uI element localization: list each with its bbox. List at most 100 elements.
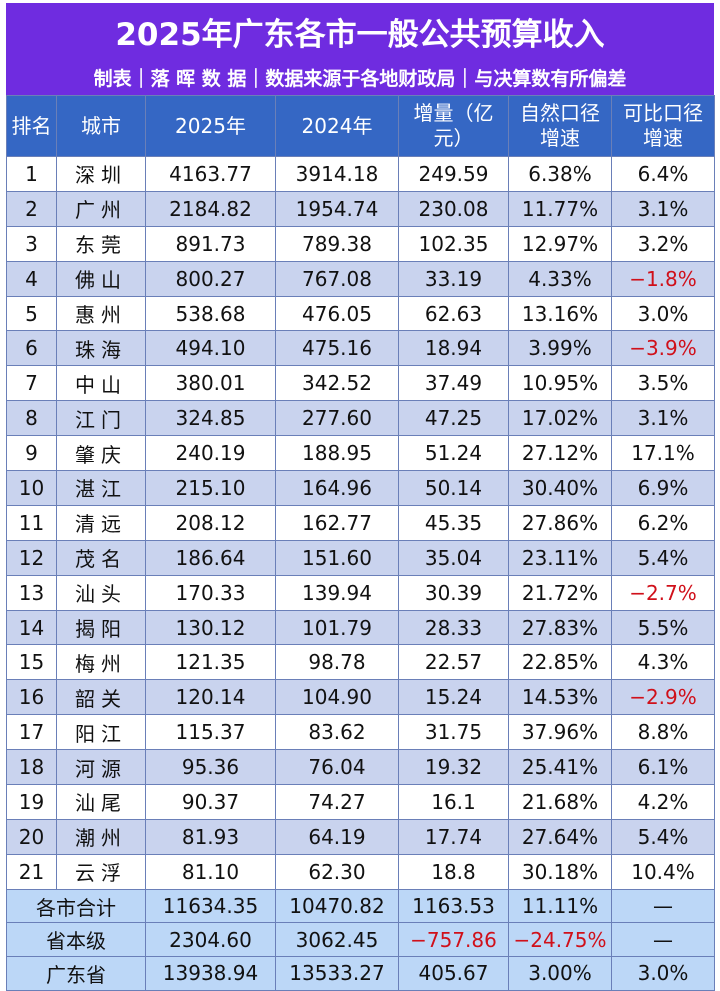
table-header: 排名 城市 2025年 2024年 增量（亿元） 自然口径增速 可比口径增速 [6,95,715,157]
table-row: 10 湛江 215.10 164.96 50.14 30.40% 6.9% [6,470,715,506]
table-row: 19 汕尾 90.37 74.27 16.1 21.68% 4.2% [6,784,715,820]
table-row: 16 韶关 120.14 104.90 15.24 14.53% −2.9% [6,679,715,716]
rank-cell: 20 [6,818,57,855]
revenue-2024-cell: 476.05 [275,295,399,332]
revenue-2024-cell: 64.19 [275,818,399,855]
increment-cell: 230.08 [398,190,509,227]
comparable-growth-cell: 3.2% [611,225,715,262]
natural-growth-cell: 30.18% [508,853,612,890]
comparable-growth-cell: 6.4% [611,156,715,192]
comparable-growth-cell: 5.5% [611,609,715,646]
increment-cell: 37.49 [398,365,509,402]
summary-label-cell: 广东省 [6,956,146,991]
rank-cell: 6 [6,330,57,367]
rank-cell: 2 [6,190,57,227]
revenue-2025-cell: 95.36 [145,749,276,786]
table-row: 13 汕头 170.33 139.94 30.39 21.72% −2.7% [6,574,715,611]
natural-growth-cell: 30.40% [508,470,612,506]
col-header-natural-growth-label: 自然口径增速 [520,101,600,150]
natural-growth-cell: 17.02% [508,400,612,437]
revenue-2025-cell: 186.64 [145,539,276,576]
natural-growth-cell: 6.38% [508,156,612,192]
rank-cell: 1 [6,156,57,192]
increment-cell: 16.1 [398,784,509,820]
city-cell: 佛山 [56,260,146,297]
table-row: 4 佛山 800.27 767.08 33.19 4.33% −1.8% [6,260,715,297]
city-cell: 深圳 [56,156,146,192]
report-header: 2025年广东各市一般公共预算收入 制表｜落 晖 数 据｜数据来源于各地财政局｜… [6,3,714,95]
revenue-2024-cell: 789.38 [275,225,399,262]
revenue-2025-cell: 170.33 [145,574,276,611]
city-cell: 阳江 [56,714,146,751]
revenue-2024-cell: 83.62 [275,714,399,751]
col-header-increment: 增量（亿元） [398,95,509,157]
revenue-2024-cell: 188.95 [275,435,399,472]
comparable-growth-cell: 8.8% [611,714,715,751]
comparable-growth-cell: 3.1% [611,400,715,437]
revenue-2024-cell: 13533.27 [275,956,399,991]
natural-growth-cell: 25.41% [508,749,612,786]
table-row: 3 东莞 891.73 789.38 102.35 12.97% 3.2% [6,225,715,262]
increment-cell: 17.74 [398,818,509,855]
revenue-2024-cell: 98.78 [275,644,399,681]
rank-cell: 5 [6,295,57,332]
city-cell: 汕头 [56,574,146,611]
increment-cell: −757.86 [398,922,509,958]
col-header-comparable-growth-label: 可比口径增速 [623,101,703,150]
natural-growth-cell: 37.96% [508,714,612,751]
table-row: 17 阳江 115.37 83.62 31.75 37.96% 8.8% [6,714,715,751]
rank-cell: 4 [6,260,57,297]
revenue-2025-cell: 538.68 [145,295,276,332]
increment-cell: 31.75 [398,714,509,751]
revenue-2025-cell: 2304.60 [145,922,276,958]
col-header-rank: 排名 [6,95,57,157]
city-cell: 潮州 [56,818,146,855]
increment-cell: 249.59 [398,156,509,192]
table-row: 15 梅州 121.35 98.78 22.57 22.85% 4.3% [6,644,715,681]
increment-cell: 22.57 [398,644,509,681]
city-cell: 广州 [56,190,146,227]
city-cell: 惠州 [56,295,146,332]
rank-cell: 10 [6,470,57,506]
comparable-growth-cell: 17.1% [611,435,715,472]
comparable-growth-cell: — [611,922,715,958]
natural-growth-cell: 11.77% [508,190,612,227]
revenue-2024-cell: 76.04 [275,749,399,786]
rank-cell: 17 [6,714,57,751]
revenue-2025-cell: 81.10 [145,853,276,890]
revenue-2025-cell: 121.35 [145,644,276,681]
increment-cell: 33.19 [398,260,509,297]
revenue-2024-cell: 74.27 [275,784,399,820]
comparable-growth-cell: 6.9% [611,470,715,506]
increment-cell: 62.63 [398,295,509,332]
rank-cell: 13 [6,574,57,611]
revenue-2024-cell: 164.96 [275,470,399,506]
natural-growth-cell: 11.11% [508,888,612,924]
revenue-2024-cell: 162.77 [275,504,399,541]
comparable-growth-cell: −3.9% [611,330,715,367]
revenue-2024-cell: 62.30 [275,853,399,890]
increment-cell: 18.94 [398,330,509,367]
revenue-2024-cell: 139.94 [275,574,399,611]
increment-cell: 28.33 [398,609,509,646]
natural-growth-cell: 3.00% [508,956,612,991]
city-cell: 茂名 [56,539,146,576]
natural-growth-cell: 22.85% [508,644,612,681]
natural-growth-cell: 14.53% [508,679,612,716]
table-row: 18 河源 95.36 76.04 19.32 25.41% 6.1% [6,749,715,786]
table-row: 20 潮州 81.93 64.19 17.74 27.64% 5.4% [6,818,715,855]
city-cell: 汕尾 [56,784,146,820]
natural-growth-cell: 21.68% [508,784,612,820]
natural-growth-cell: −24.75% [508,922,612,958]
rank-cell: 21 [6,853,57,890]
comparable-growth-cell: 6.2% [611,504,715,541]
increment-cell: 19.32 [398,749,509,786]
revenue-2025-cell: 324.85 [145,400,276,437]
revenue-2024-cell: 277.60 [275,400,399,437]
comparable-growth-cell: −1.8% [611,260,715,297]
rank-cell: 19 [6,784,57,820]
comparable-growth-cell: 10.4% [611,853,715,890]
revenue-2024-cell: 3914.18 [275,156,399,192]
city-cell: 珠海 [56,330,146,367]
revenue-2024-cell: 1954.74 [275,190,399,227]
